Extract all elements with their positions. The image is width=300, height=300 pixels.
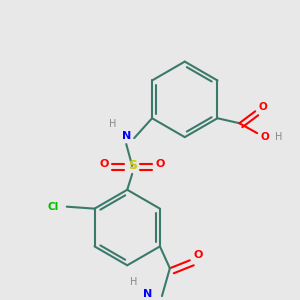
Text: S: S [128,159,137,172]
Text: H: H [130,277,138,287]
Text: O: O [100,159,109,169]
Text: O: O [155,159,165,169]
Text: H: H [275,132,283,142]
Text: O: O [194,250,203,260]
Text: N: N [122,131,131,141]
Text: O: O [259,102,268,112]
Text: H: H [109,119,116,129]
Text: Cl: Cl [47,202,58,212]
Text: N: N [143,289,153,299]
Text: O: O [261,132,269,142]
